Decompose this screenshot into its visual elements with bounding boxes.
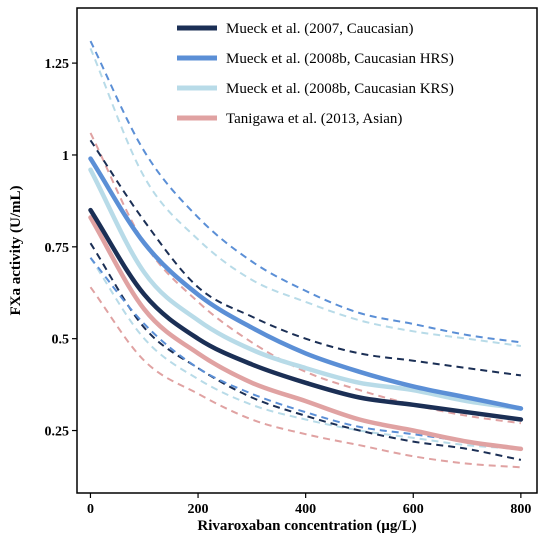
series-2-upper-bound [89,40,522,344]
y-tick-label: 0.25 [45,425,70,440]
series-3-upper-bound [89,48,522,347]
series-3-line [88,167,524,411]
y-axis-title: FXa activity (U/mL) [8,186,24,316]
series-layer [88,40,524,469]
y-tick-label: 0.75 [45,241,70,256]
series-3-lower-bound [89,257,521,450]
legend: Mueck et al. (2007, Caucasian) Mueck et a… [177,21,454,127]
series-2-line [88,156,524,411]
x-tick-label: 800 [510,502,531,517]
series-1-line [88,207,524,422]
series-4-lower-bound [89,286,521,469]
series-1-upper-bound [89,139,522,377]
legend-label: Mueck et al. (2007, Caucasian) [226,21,413,37]
x-axis-title: Rivaroxaban concentration (µg/L) [197,518,416,534]
series-4-upper-bound [89,132,522,425]
plot-frame [76,7,538,494]
y-tick-label: 1 [62,149,69,164]
series-2-lower-bound [89,257,522,450]
series-4-line [88,215,524,452]
legend-label: Mueck et al. (2008b, Caucasian KRS) [226,81,454,97]
y-tick-label: 1.25 [45,57,70,72]
axes: 0 200 400 600 800 0.25 0.5 0.75 1 1.25 [45,7,538,517]
x-tick-label: 200 [188,502,209,517]
x-tick-label: 600 [403,502,424,517]
legend-label: Mueck et al. (2008b, Caucasian HRS) [226,51,454,67]
x-tick-label: 400 [295,502,316,517]
y-tick-label: 0.5 [52,333,70,348]
legend-label: Tanigawa et al. (2013, Asian) [226,111,402,127]
series-1-lower-bound [89,242,522,461]
x-tick-label: 0 [87,502,94,517]
